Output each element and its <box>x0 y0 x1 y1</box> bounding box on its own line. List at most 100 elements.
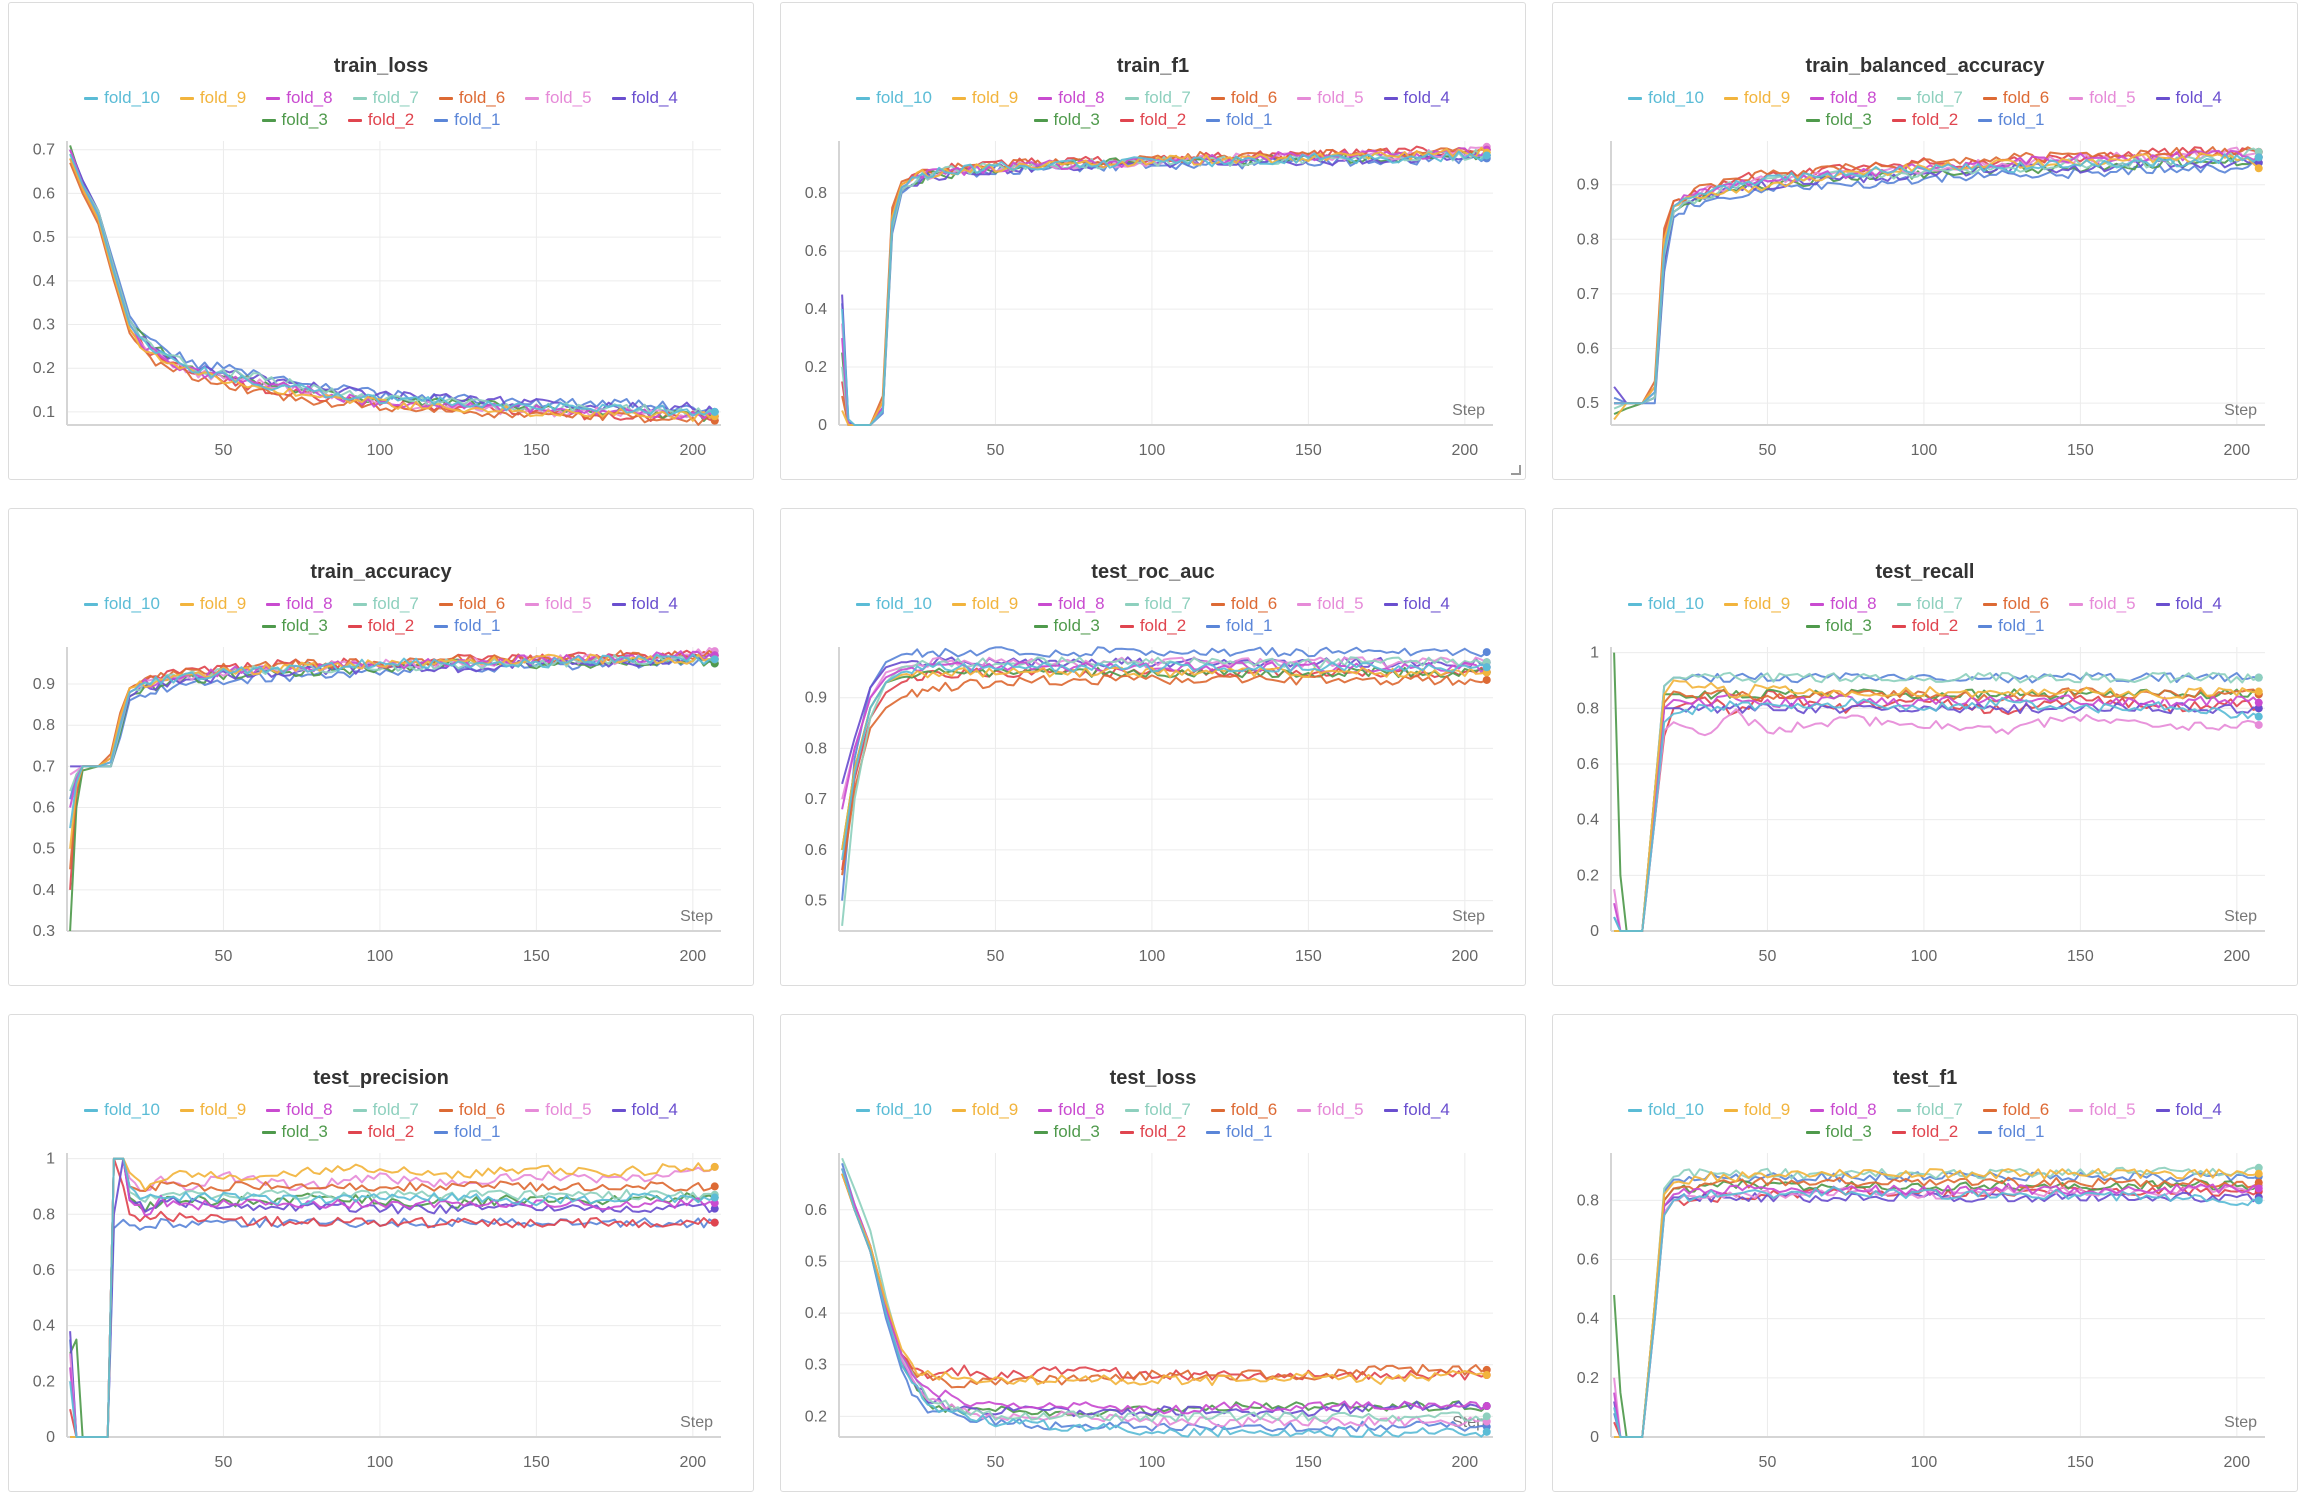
legend-item-fold_5[interactable]: fold_5 <box>1297 593 1364 615</box>
chart-panel-test_loss[interactable]: test_loss fold_10 fold_9 fold_8 fold_7 fold_6… <box>780 1014 1526 1492</box>
legend-item-fold_6[interactable]: fold_6 <box>1982 1099 2049 1121</box>
chart-panel-test_precision[interactable]: test_precision fold_10 fold_9 fold_8 fold_7 f… <box>8 1014 754 1492</box>
legend-item-fold_2[interactable]: fold_2 <box>1119 109 1186 131</box>
legend-item-fold_4[interactable]: fold_4 <box>1383 593 1450 615</box>
legend-item-fold_5[interactable]: fold_5 <box>1297 1099 1364 1121</box>
legend-item-fold_8[interactable]: fold_8 <box>1810 593 1877 615</box>
chart-panel-test_recall[interactable]: test_recall fold_10 fold_9 fold_8 fold_7 fold… <box>1552 508 2298 986</box>
legend-item-fold_10[interactable]: fold_10 <box>1628 1099 1704 1121</box>
legend-item-fold_2[interactable]: fold_2 <box>347 109 414 131</box>
legend-item-fold_8[interactable]: fold_8 <box>1810 87 1877 109</box>
legend-item-fold_10[interactable]: fold_10 <box>856 87 932 109</box>
legend-item-fold_9[interactable]: fold_9 <box>179 87 246 109</box>
legend-item-fold_3[interactable]: fold_3 <box>1033 109 1100 131</box>
legend-item-fold_8[interactable]: fold_8 <box>1038 593 1105 615</box>
legend-item-fold_5[interactable]: fold_5 <box>2069 87 2136 109</box>
legend-item-fold_10[interactable]: fold_10 <box>84 87 160 109</box>
chart-panel-train_accuracy[interactable]: train_accuracy fold_10 fold_9 fold_8 fold_7 f… <box>8 508 754 986</box>
legend-item-fold_9[interactable]: fold_9 <box>951 87 1018 109</box>
plot-area[interactable]: 0.5 0.6 0.7 0.8 0.9 50 100 150 200 Step <box>781 509 1526 986</box>
chart-panel-train_loss[interactable]: train_loss fold_10 fold_9 fold_8 fold_7 fold_… <box>8 2 754 480</box>
legend-item-fold_5[interactable]: fold_5 <box>2069 593 2136 615</box>
legend-item-fold_2[interactable]: fold_2 <box>1891 1121 1958 1143</box>
legend-item-fold_9[interactable]: fold_9 <box>179 1099 246 1121</box>
legend-item-fold_7[interactable]: fold_7 <box>1124 1099 1191 1121</box>
legend-item-fold_1[interactable]: fold_1 <box>434 109 500 131</box>
legend-item-fold_10[interactable]: fold_10 <box>84 1099 160 1121</box>
legend-item-fold_1[interactable]: fold_1 <box>1206 1121 1272 1143</box>
legend-item-fold_2[interactable]: fold_2 <box>347 615 414 637</box>
legend-item-fold_5[interactable]: fold_5 <box>2069 1099 2136 1121</box>
legend-item-fold_7[interactable]: fold_7 <box>1124 593 1191 615</box>
plot-area[interactable]: 0.5 0.6 0.7 0.8 0.9 50 100 150 200 Step <box>1553 3 2298 480</box>
legend-item-fold_9[interactable]: fold_9 <box>1723 1099 1790 1121</box>
legend-item-fold_4[interactable]: fold_4 <box>2155 593 2222 615</box>
legend-item-fold_5[interactable]: fold_5 <box>1297 87 1364 109</box>
legend-item-fold_3[interactable]: fold_3 <box>1033 1121 1100 1143</box>
legend-item-fold_2[interactable]: fold_2 <box>1119 615 1186 637</box>
legend-item-fold_1[interactable]: fold_1 <box>1206 109 1272 131</box>
legend-item-fold_3[interactable]: fold_3 <box>1805 1121 1872 1143</box>
legend-item-fold_1[interactable]: fold_1 <box>1978 109 2044 131</box>
plot-area[interactable]: 0.3 0.4 0.5 0.6 0.7 0.8 0.9 50 100 150 200 Step <box>9 509 754 986</box>
legend-item-fold_1[interactable]: fold_1 <box>1978 1121 2044 1143</box>
plot-area[interactable]: 0.1 0.2 0.3 0.4 0.5 0.6 0.7 50 100 150 200 <box>9 3 754 480</box>
legend-item-fold_2[interactable]: fold_2 <box>1891 109 1958 131</box>
legend-item-fold_4[interactable]: fold_4 <box>1383 87 1450 109</box>
legend-item-fold_1[interactable]: fold_1 <box>1978 615 2044 637</box>
legend-item-fold_6[interactable]: fold_6 <box>1982 593 2049 615</box>
legend-item-fold_5[interactable]: fold_5 <box>525 593 592 615</box>
legend-item-fold_8[interactable]: fold_8 <box>266 593 333 615</box>
legend-item-fold_6[interactable]: fold_6 <box>1210 87 1277 109</box>
legend-item-fold_7[interactable]: fold_7 <box>352 87 419 109</box>
legend-item-fold_6[interactable]: fold_6 <box>1210 1099 1277 1121</box>
legend-item-fold_4[interactable]: fold_4 <box>2155 87 2222 109</box>
legend-item-fold_4[interactable]: fold_4 <box>611 87 678 109</box>
legend-item-fold_3[interactable]: fold_3 <box>261 615 328 637</box>
legend-item-fold_10[interactable]: fold_10 <box>1628 87 1704 109</box>
legend-item-fold_4[interactable]: fold_4 <box>1383 1099 1450 1121</box>
legend-item-fold_2[interactable]: fold_2 <box>347 1121 414 1143</box>
legend-item-fold_9[interactable]: fold_9 <box>1723 593 1790 615</box>
chart-panel-train_f1[interactable]: train_f1 fold_10 fold_9 fold_8 fold_7 fold_6 f… <box>780 2 1526 480</box>
legend-item-fold_6[interactable]: fold_6 <box>438 1099 505 1121</box>
legend-item-fold_1[interactable]: fold_1 <box>434 615 500 637</box>
legend-item-fold_10[interactable]: fold_10 <box>856 1099 932 1121</box>
legend-item-fold_10[interactable]: fold_10 <box>856 593 932 615</box>
legend-item-fold_4[interactable]: fold_4 <box>611 1099 678 1121</box>
legend-item-fold_10[interactable]: fold_10 <box>84 593 160 615</box>
legend-item-fold_2[interactable]: fold_2 <box>1891 615 1958 637</box>
legend-item-fold_7[interactable]: fold_7 <box>352 1099 419 1121</box>
chart-panel-test_roc_auc[interactable]: test_roc_auc fold_10 fold_9 fold_8 fold_7 fol… <box>780 508 1526 986</box>
legend-item-fold_10[interactable]: fold_10 <box>1628 593 1704 615</box>
legend-item-fold_7[interactable]: fold_7 <box>1896 593 1963 615</box>
legend-item-fold_4[interactable]: fold_4 <box>611 593 678 615</box>
legend-item-fold_3[interactable]: fold_3 <box>1805 615 1872 637</box>
plot-area[interactable]: 0 0.2 0.4 0.6 0.8 50 100 150 200 Step <box>1553 1015 2298 1492</box>
legend-item-fold_6[interactable]: fold_6 <box>438 593 505 615</box>
legend-item-fold_1[interactable]: fold_1 <box>1206 615 1272 637</box>
legend-item-fold_6[interactable]: fold_6 <box>1982 87 2049 109</box>
legend-item-fold_8[interactable]: fold_8 <box>1038 87 1105 109</box>
legend-item-fold_8[interactable]: fold_8 <box>1038 1099 1105 1121</box>
legend-item-fold_6[interactable]: fold_6 <box>1210 593 1277 615</box>
legend-item-fold_7[interactable]: fold_7 <box>352 593 419 615</box>
legend-item-fold_7[interactable]: fold_7 <box>1896 1099 1963 1121</box>
legend-item-fold_3[interactable]: fold_3 <box>1805 109 1872 131</box>
legend-item-fold_3[interactable]: fold_3 <box>1033 615 1100 637</box>
legend-item-fold_6[interactable]: fold_6 <box>438 87 505 109</box>
legend-item-fold_9[interactable]: fold_9 <box>179 593 246 615</box>
resize-handle[interactable] <box>1511 465 1521 475</box>
plot-area[interactable]: 0 0.2 0.4 0.6 0.8 50 100 150 200 Step <box>781 3 1526 480</box>
chart-panel-test_f1[interactable]: test_f1 fold_10 fold_9 fold_8 fold_7 fold_6 fo… <box>1552 1014 2298 1492</box>
legend-item-fold_2[interactable]: fold_2 <box>1119 1121 1186 1143</box>
legend-item-fold_9[interactable]: fold_9 <box>1723 87 1790 109</box>
legend-item-fold_1[interactable]: fold_1 <box>434 1121 500 1143</box>
legend-item-fold_5[interactable]: fold_5 <box>525 1099 592 1121</box>
legend-item-fold_9[interactable]: fold_9 <box>951 1099 1018 1121</box>
legend-item-fold_7[interactable]: fold_7 <box>1124 87 1191 109</box>
legend-item-fold_7[interactable]: fold_7 <box>1896 87 1963 109</box>
